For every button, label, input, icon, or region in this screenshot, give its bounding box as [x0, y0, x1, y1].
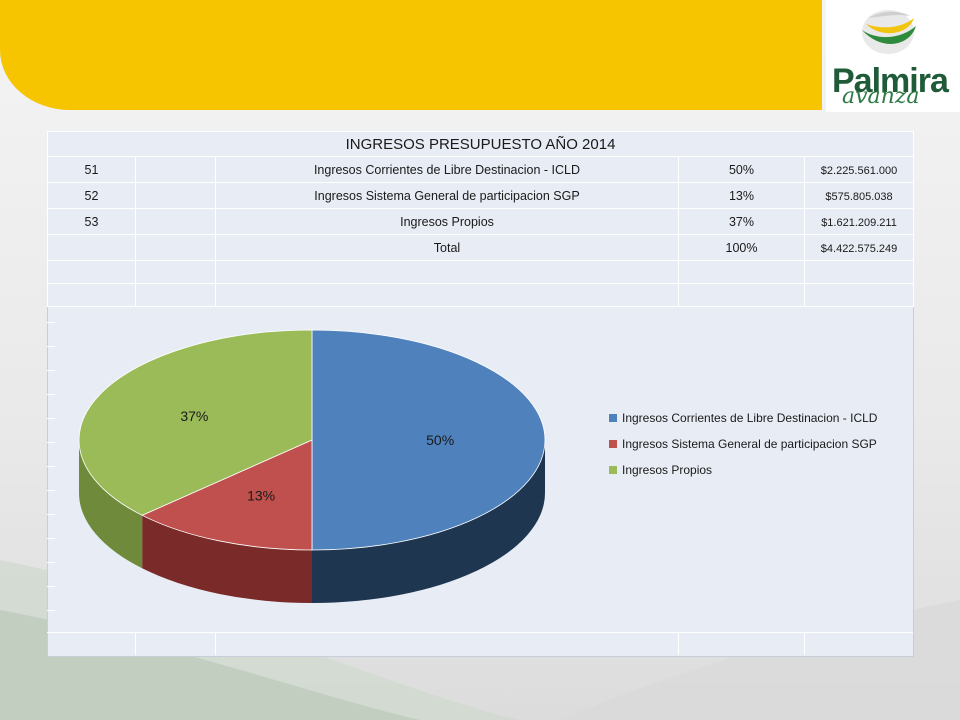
palmira-logo: [826, 0, 960, 112]
header-banner: [0, 0, 822, 110]
pie-chart: 50% 13% 37% Ingresos Corrientes de Libre De…: [78, 329, 878, 603]
table-row: 53 Ingresos Propios 37% $1.621.209.211: [47, 208, 915, 235]
pie-data-label-1: 13%: [247, 488, 275, 504]
row-percent: 13%: [678, 182, 805, 209]
table-title: INGRESOS PRESUPUESTO AÑO 2014: [46, 131, 915, 157]
brand-name: Palmira: [832, 62, 949, 100]
row-amount: $575.805.038: [803, 182, 915, 209]
row-concept: Ingresos Corrientes de Libre Destinacion…: [215, 156, 679, 183]
brand-tagline: avanza: [842, 84, 920, 109]
row-code: 51: [47, 156, 136, 183]
row-amount: $1.621.209.211: [803, 208, 915, 235]
table-row: 51 Ingresos Corrientes de Libre Destinac…: [47, 156, 915, 183]
table-empty-row: [47, 283, 915, 307]
legend-entry-1: Ingresos Sistema General de participacio…: [622, 437, 877, 451]
row-concept: Total: [215, 234, 679, 261]
pie-slice-side-0: [312, 440, 545, 603]
row-concept: Ingresos Propios: [215, 208, 679, 235]
row-percent: 37%: [678, 208, 805, 235]
table-title-row: INGRESOS PRESUPUESTO AÑO 2014: [46, 131, 915, 157]
row-percent: 100%: [678, 234, 805, 261]
row-amount: $2.225.561.000: [803, 156, 915, 183]
palmira-logo-emblem-icon: [862, 10, 916, 54]
pie-slice-side-1: [142, 515, 312, 603]
row-concept: Ingresos Sistema General de participacio…: [215, 182, 679, 209]
pie-slice-2: [78, 329, 313, 516]
budget-table: INGRESOS PRESUPUESTO AÑO 2014 51 Ingreso…: [46, 131, 915, 307]
table-row-total: Total 100% $4.422.575.249: [47, 234, 915, 261]
row-percent: 50%: [678, 156, 805, 183]
row-amount: $4.422.575.249: [803, 234, 915, 261]
row-code: 53: [47, 208, 136, 235]
pie-data-label-0: 50%: [426, 432, 454, 448]
pie-slice-1: [141, 439, 313, 551]
legend-entry-0: Ingresos Corrientes de Libre Destinacion…: [622, 411, 878, 425]
row-code: [47, 234, 136, 261]
table-empty-row: [47, 260, 915, 284]
table-row: 52 Ingresos Sistema General de participa…: [47, 182, 915, 209]
legend-swatch-1: [609, 440, 617, 448]
legend-swatch-0: [609, 414, 617, 422]
legend-swatch-2: [609, 466, 617, 474]
pie-data-label-2: 37%: [180, 408, 208, 424]
pie-slice-0: [311, 329, 546, 551]
table-bottom-row: [47, 632, 913, 655]
row-code: 52: [47, 182, 136, 209]
legend-entry-2: Ingresos Propios: [622, 463, 712, 477]
pie-slice-side-2: [79, 440, 143, 569]
